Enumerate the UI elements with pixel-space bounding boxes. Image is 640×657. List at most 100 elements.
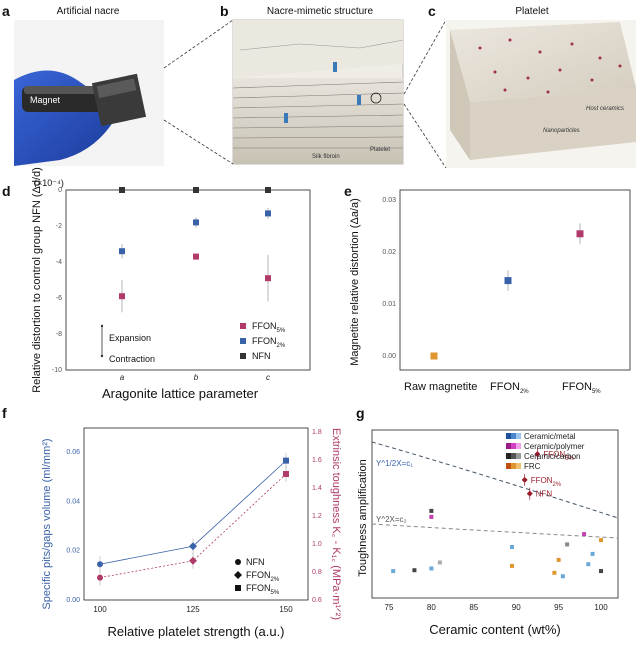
legend-marker: [240, 323, 246, 329]
data-point: [283, 471, 289, 477]
data-point: [97, 574, 103, 581]
chart-f-ytick-right: 1.0: [312, 541, 322, 548]
chart-f-xlabel: Relative platelet strength (a.u.): [107, 624, 284, 639]
chart-d-xtick: a: [120, 373, 125, 382]
legend-label: Ceramic/metal: [524, 432, 576, 441]
legend-swatch: [511, 433, 516, 439]
panel-c-title: Platelet: [515, 6, 549, 17]
chart-e-xticks: Raw magnetite FFON2% FFON5%: [404, 381, 601, 395]
panel-a-letter: a: [2, 3, 10, 19]
chart-e-ytick: 0.02: [382, 249, 396, 256]
chart-e-marks: [430, 223, 584, 360]
data-point: [265, 275, 271, 282]
data-point: [412, 568, 417, 573]
data-point: [97, 561, 103, 568]
chart-g-xtick: 85: [469, 603, 478, 612]
chart-g-marks: FFON5% FFON2% NFN: [391, 448, 604, 579]
chart-f-ytick-left: 0.02: [66, 548, 80, 555]
nanoparticles-label: Nanoparticles: [543, 128, 580, 134]
legend-swatch: [506, 463, 511, 469]
panel-a-title: Artificial nacre: [57, 6, 120, 17]
legend-label: NFN: [246, 557, 265, 567]
chart-e-xtick: FFON2%: [490, 381, 529, 395]
chart-g-xtick: 75: [385, 603, 394, 612]
expansion-label: Expansion: [109, 333, 151, 343]
highlight-label: NFN: [536, 490, 553, 499]
data-point: [430, 352, 438, 360]
chart-g-xtick: 80: [427, 603, 436, 612]
chart-d-ytick: -4: [56, 259, 62, 266]
chart-g-frame: [371, 429, 619, 599]
highlight-point: [526, 490, 533, 497]
chart-e-ytick: 0.00: [382, 353, 396, 360]
data-point: [560, 574, 565, 579]
highlight-point: [521, 476, 528, 483]
legend-swatch: [506, 433, 511, 439]
legend-label: NFN: [252, 351, 271, 361]
chart-d-ylabel: Relative distortion to control group NFN…: [31, 167, 43, 393]
chart-d-ytick: -2: [56, 223, 62, 230]
chart-f-ylabel-right: Extrinsic toughness K꜀ - K₁꜀ (MPa·m¹ᐟ²): [330, 428, 342, 620]
chart-f-ylabel-left: Specific pits/gaps volume (ml/mm²): [41, 438, 53, 609]
data-point: [193, 253, 199, 260]
platelet-top: [450, 22, 636, 102]
data-point: [582, 532, 587, 537]
legend-swatch: [516, 443, 521, 449]
chart-g-xtick: 95: [554, 603, 563, 612]
panel-e-letter: e: [344, 183, 352, 199]
chart-e-ytick: 0.01: [382, 301, 396, 308]
legend-swatch: [511, 463, 516, 469]
panel-e: e 0.00 0.01 0.02 0.03 Raw magnetite FFON2% FF…: [344, 183, 631, 395]
data-point: [590, 551, 595, 556]
magnet-label: Magnet: [30, 95, 61, 105]
legend-label: Ceramic/carbon: [524, 452, 580, 461]
data-point: [391, 569, 396, 574]
panel-b-letter: b: [220, 3, 229, 19]
data-point: [119, 248, 125, 255]
chart-e-ylabel: Magnetite relative distortion (Δa/a): [349, 198, 361, 366]
platelet-label: Platelet: [370, 147, 390, 153]
chart-f-frame: [83, 427, 309, 601]
chart-f-ytick-right: 1.8: [312, 429, 322, 436]
chart-g-xtick: 100: [594, 603, 608, 612]
data-point: [509, 563, 514, 568]
platelet-layers: [232, 62, 404, 164]
panel-d-letter: d: [2, 183, 11, 199]
chart-f-ytick-right: 1.6: [312, 457, 322, 464]
data-point: [552, 570, 557, 575]
data-point: [429, 566, 434, 571]
highlight-label: FFON5%: [543, 450, 574, 462]
chart-d-legend: FFON5% FFON2% NFN: [240, 321, 286, 361]
data-point: [429, 514, 434, 519]
chart-e-yticks: 0.00 0.01 0.02 0.03: [382, 197, 396, 360]
panel-c: c Platelet Host ceramics Nanoparticles: [403, 3, 636, 169]
chart-d-xtick: c: [266, 373, 270, 382]
data-point: [599, 569, 604, 574]
data-point: [599, 538, 604, 543]
data-point: [283, 457, 289, 464]
chart-f-xtick: 150: [279, 605, 293, 614]
data-point: [586, 562, 591, 567]
chart-f-ytick-left: 0.04: [66, 498, 80, 505]
data-point: [193, 219, 199, 226]
chart-f-ytick-right: 1.4: [312, 485, 322, 492]
data-point: [189, 556, 197, 565]
data-point: [119, 293, 125, 300]
legend-label: FFON2%: [246, 570, 280, 583]
legend-label: FRC: [524, 462, 541, 471]
data-point: [429, 508, 434, 513]
chart-f-legend: NFN FFON2%FFON5%: [234, 557, 280, 596]
legend-label: FFON5%: [252, 321, 286, 334]
curve-c1: [371, 441, 619, 519]
chart-d-yticks: 0 -2 -4 -6 -8 -10: [52, 187, 62, 374]
nacre-cube: [91, 73, 147, 127]
panel-b-title: Nacre-mimetic structure: [267, 6, 374, 17]
contraction-label: Contraction: [109, 354, 155, 364]
chart-d-xtick: b: [194, 373, 199, 382]
chart-d-ytick: 0: [58, 187, 62, 194]
data-point: [576, 230, 584, 238]
data-point: [265, 210, 271, 217]
platelet-side: [470, 88, 636, 160]
data-point: [265, 187, 271, 193]
